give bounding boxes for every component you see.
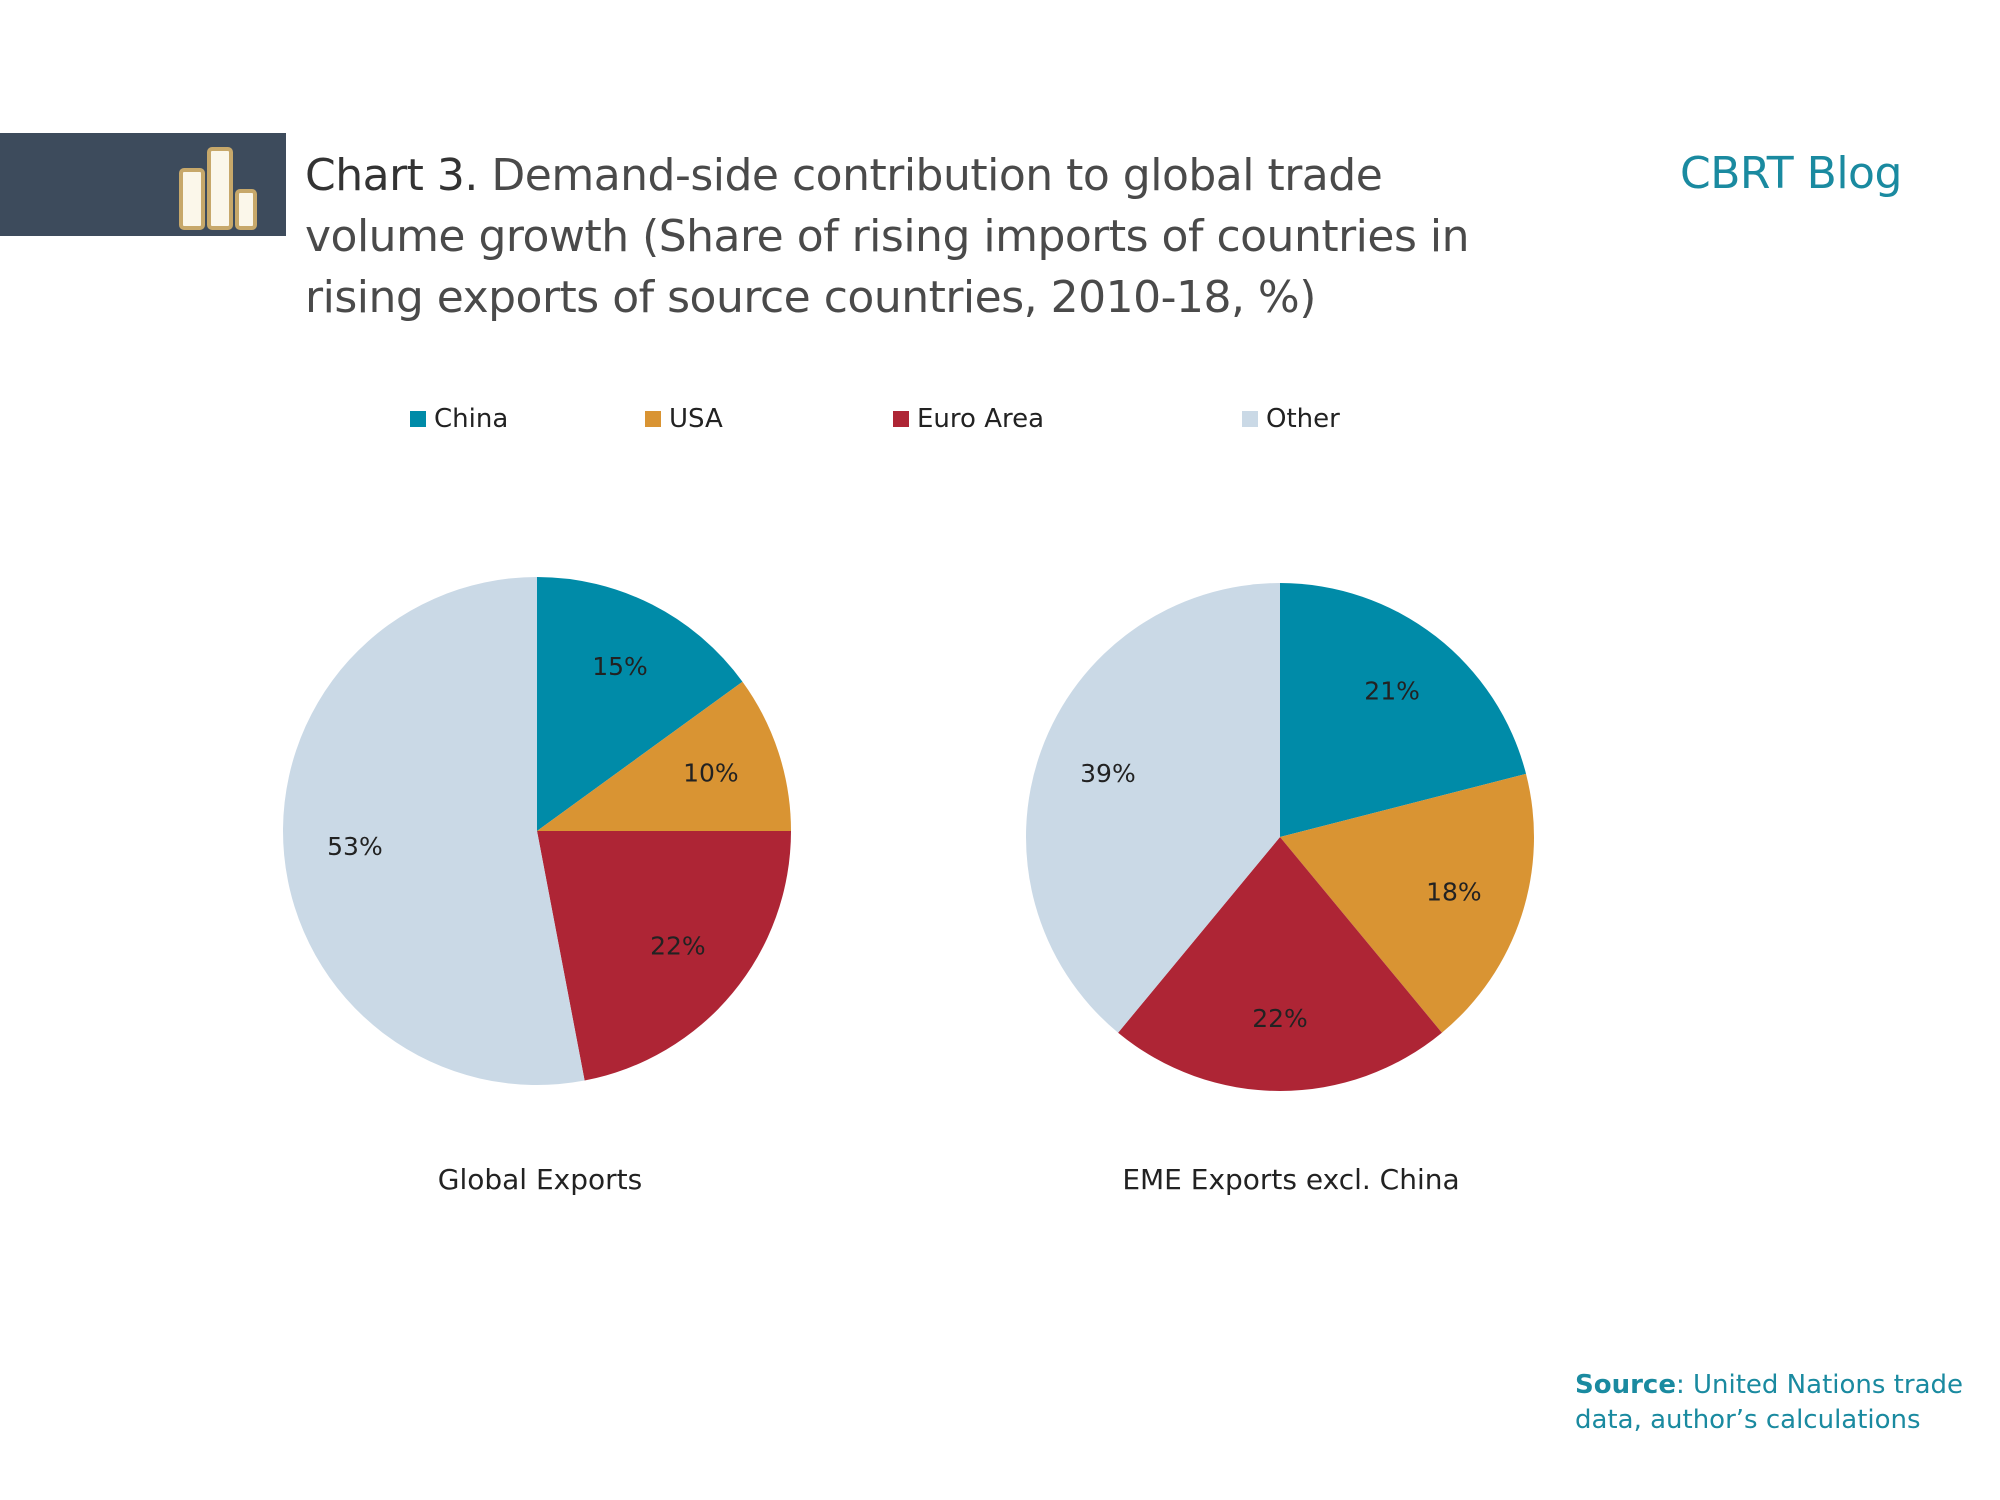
pie-slice-eme-other <box>1026 583 1280 1033</box>
source-label: Source <box>1575 1370 1676 1400</box>
legend-label-other: Other <box>1266 404 1340 434</box>
pie-slice-eme-china <box>1280 583 1527 837</box>
title-lead: Chart 3. <box>305 150 478 201</box>
legend-label-china: China <box>434 404 509 434</box>
header-band <box>0 133 286 236</box>
legend-swatch-other <box>1242 411 1258 427</box>
source-note: Source: United Nations trade data, autho… <box>1575 1368 1975 1438</box>
legend-item-other: Other <box>1242 404 1340 434</box>
legend-label-euro-area: Euro Area <box>917 404 1045 434</box>
legend-label-usa: USA <box>669 404 723 434</box>
pie-slice-global-other <box>283 577 585 1085</box>
pie-slice-global-china <box>537 577 743 831</box>
bar-chart-icon <box>179 147 257 230</box>
legend-swatch-china <box>410 411 426 427</box>
page-title: Chart 3. Demand-side contribution to glo… <box>305 145 1505 328</box>
pie-label-eme-usa: 18% <box>1426 878 1482 907</box>
pie-label-global-other: 53% <box>327 832 383 861</box>
pie-label-eme-euro-area: 22% <box>1252 1004 1308 1033</box>
pie-label-global-euro-area: 22% <box>650 932 706 961</box>
blog-name: CBRT Blog <box>1680 148 1902 199</box>
pie-slice-global-euro-area <box>537 831 791 1081</box>
pie-title-eme-exports: EME Exports excl. China <box>1122 1163 1460 1196</box>
pie-label-eme-other: 39% <box>1080 759 1136 788</box>
legend-item-usa: USA <box>645 404 723 434</box>
legend-item-euro-area: Euro Area <box>893 404 1044 434</box>
pie-slice-eme-euro-area <box>1118 837 1442 1091</box>
chart-legend: China USA Euro Area Other <box>0 404 2000 444</box>
pie-label-global-usa: 10% <box>683 758 739 787</box>
source-text: : United Nations trade data, author’s ca… <box>1575 1370 1963 1435</box>
title-text: Demand-side contribution to global trade… <box>305 150 1470 323</box>
pie-slice-global-usa <box>537 681 791 831</box>
pie-slice-eme-usa <box>1280 773 1534 1033</box>
pie-label-global-china: 15% <box>592 652 648 681</box>
legend-item-china: China <box>410 404 508 434</box>
legend-swatch-euro-area <box>893 411 909 427</box>
pie-label-eme-china: 21% <box>1364 676 1420 705</box>
legend-swatch-usa <box>645 411 661 427</box>
pie-title-global-exports: Global Exports <box>437 1163 643 1196</box>
